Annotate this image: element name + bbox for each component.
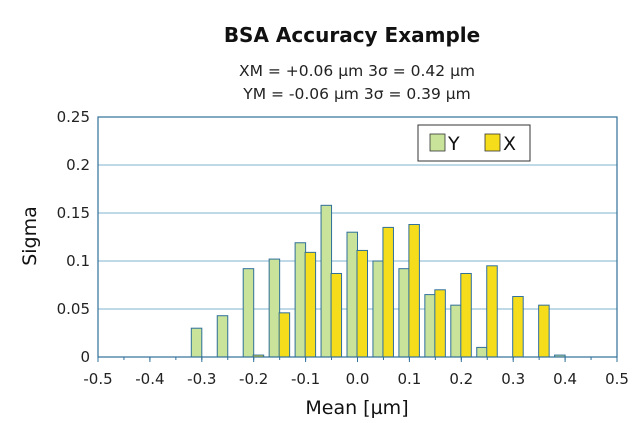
legend-swatch-y (429, 133, 446, 152)
bar-x (538, 304, 550, 358)
x-tick-label: -0.5 (83, 370, 112, 388)
bar-y (372, 260, 384, 358)
bar-y (294, 242, 307, 358)
x-tick-label: -0.2 (239, 370, 268, 388)
bar-x (278, 312, 291, 358)
bar-x (330, 272, 343, 358)
bar-x (382, 226, 394, 358)
bar-y (320, 204, 333, 358)
bar-x (304, 251, 317, 358)
x-tick-label: -0.4 (135, 370, 164, 388)
bar-y (346, 231, 358, 358)
y-axis-label: Sigma (19, 206, 41, 266)
y-tick-label: 0.1 (66, 252, 90, 270)
bar-x (434, 289, 446, 358)
bar-x (356, 249, 368, 358)
bar-y (216, 315, 229, 358)
legend-label-y: Y (447, 133, 460, 155)
x-tick-label: 0.1 (397, 370, 421, 388)
x-tick-label: 0.0 (346, 370, 370, 388)
x-axis-label: Mean [µm] (305, 397, 408, 419)
bar-y (242, 268, 255, 358)
bars (190, 204, 566, 358)
x-tick-label: 0.5 (605, 370, 629, 388)
x-tick-label: -0.3 (187, 370, 216, 388)
y-tick-label: 0 (80, 348, 90, 366)
x-tick-label: -0.1 (291, 370, 320, 388)
legend-swatch-x (484, 133, 501, 152)
y-tick-label: 0.2 (66, 156, 90, 174)
x-tick-label: 0.3 (501, 370, 525, 388)
chart-subtitle-ym: YM = -0.06 µm 3σ = 0.39 µm (242, 85, 471, 103)
chart-subtitle-xm: XM = +0.06 µm 3σ = 0.42 µm (239, 62, 475, 80)
bar-x (512, 296, 524, 358)
bar-y (268, 258, 281, 358)
bar-y (476, 346, 488, 358)
bar-y (450, 304, 462, 358)
y-tick-labels: 0 0.05 0.1 0.15 0.2 0.25 (57, 108, 90, 366)
bar-x (486, 265, 498, 358)
y-tick-label: 0.15 (57, 204, 90, 222)
bar-x (408, 224, 420, 358)
y-tick-label: 0.05 (57, 300, 90, 318)
x-tick-labels: -0.5 -0.4 -0.3 -0.2 -0.1 0.0 0.1 0.2 0.3 0.4 0.5 (83, 370, 629, 388)
bar-y (398, 268, 410, 358)
chart-title: BSA Accuracy Example (224, 23, 480, 47)
bar-x (460, 272, 472, 358)
legend-label-x: X (503, 133, 516, 155)
y-tick-label: 0.25 (57, 108, 90, 126)
legend: Y X (417, 124, 531, 162)
plot-frame (97, 116, 618, 358)
bar-y (424, 294, 436, 358)
bar-y (190, 327, 203, 358)
x-tick-label: 0.4 (553, 370, 577, 388)
x-tick-label: 0.2 (449, 370, 473, 388)
